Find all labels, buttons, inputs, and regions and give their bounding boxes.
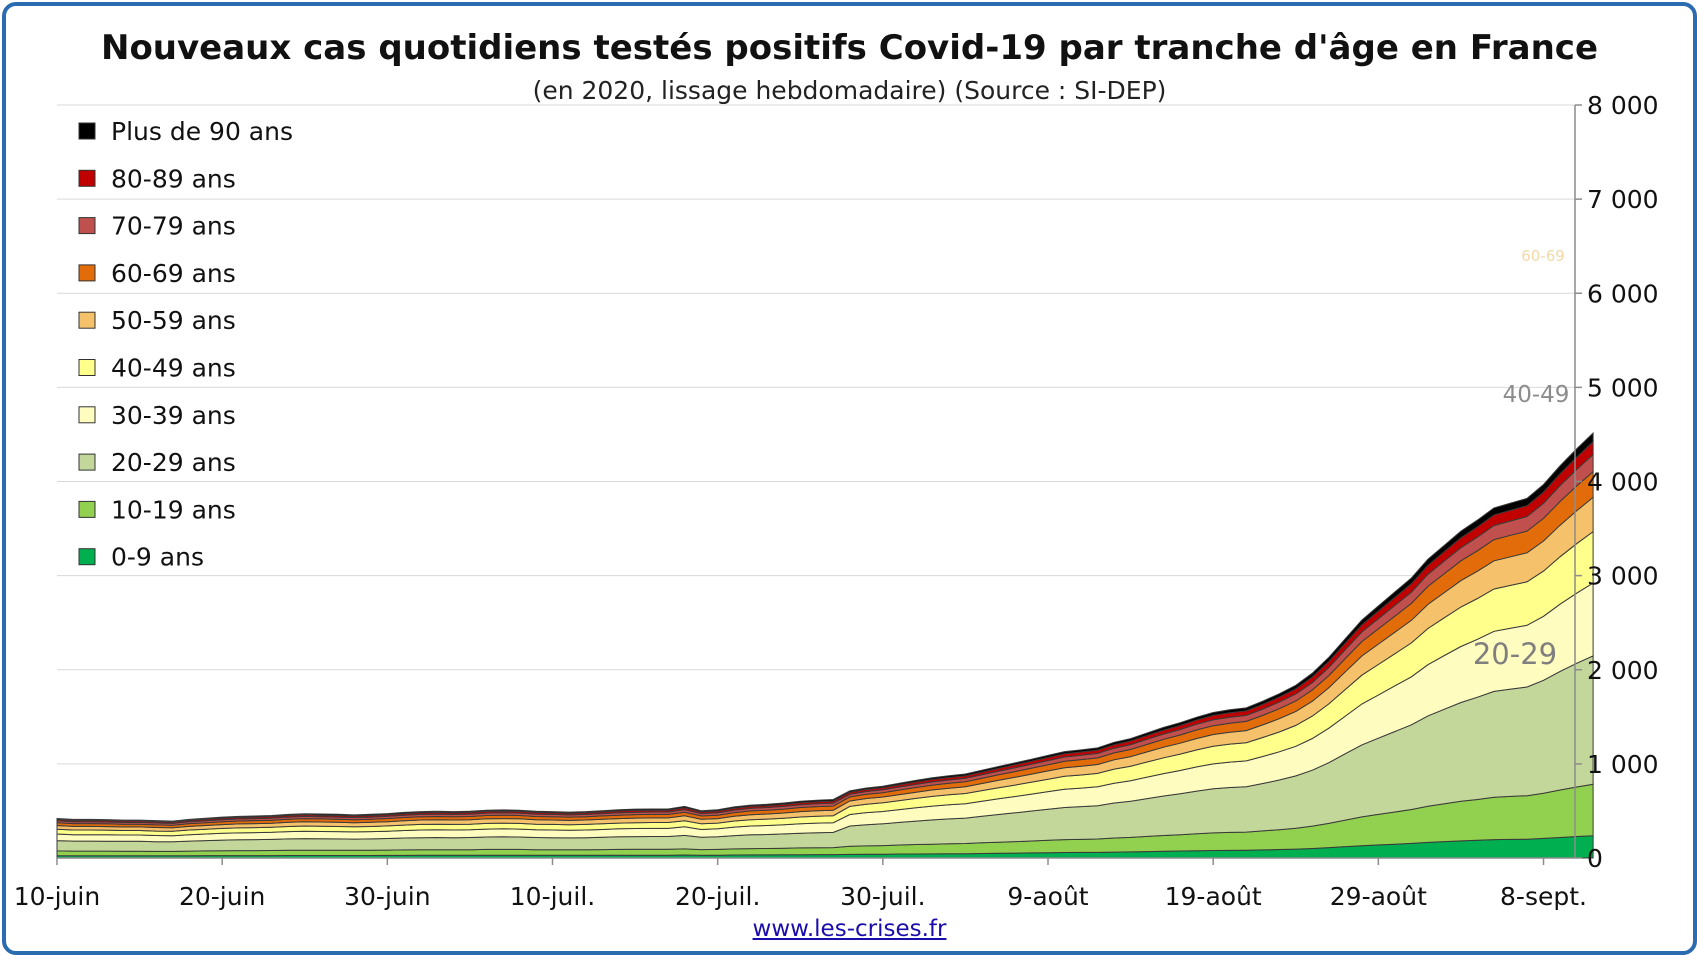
y-tick-label: 1 000 <box>1587 750 1659 779</box>
legend-label: 40-49 ans <box>111 354 236 383</box>
legend-label: 0-9 ans <box>111 543 204 572</box>
legend-label: 20-29 ans <box>111 448 236 477</box>
legend-swatch <box>78 311 96 329</box>
legend-swatch <box>78 264 96 282</box>
legend-label: 60-69 ans <box>111 259 236 288</box>
source-link[interactable]: www.les-crises.fr <box>752 916 947 942</box>
x-tick-label: 29-août <box>1330 882 1427 911</box>
x-tick-label: 20-juin <box>179 882 265 911</box>
y-tick-label: 2 000 <box>1587 656 1659 685</box>
legend: Plus de 90 ans 80-89 ans 70-79 ans 60-69 an… <box>78 117 293 572</box>
legend-swatch <box>78 169 96 187</box>
chart-subtitle: (en 2020, lissage hebdomadaire) (Source … <box>532 76 1167 105</box>
legend-swatch <box>78 548 96 566</box>
x-tick-label: 30-juil. <box>840 882 925 911</box>
chart-title: Nouveaux cas quotidiens testés positifs … <box>100 28 1598 68</box>
axes: 0 1 000 2 000 3 000 4 000 5 000 6 000 7 000 8 00… <box>14 91 1659 911</box>
y-tick-label: 4 000 <box>1587 468 1659 497</box>
x-tick-label: 9-août <box>1007 882 1088 911</box>
legend-swatch <box>78 406 96 424</box>
x-tick-label: 20-juil. <box>675 882 760 911</box>
y-tick-label: 6 000 <box>1587 279 1659 308</box>
y-tick-label: 8 000 <box>1587 91 1659 120</box>
legend-swatch <box>78 122 96 140</box>
legend-label: 10-19 ans <box>111 495 236 524</box>
area-Plus-de-90-ans <box>56 431 1594 823</box>
y-tick-label: 7 000 <box>1587 185 1659 214</box>
legend-swatch <box>78 453 96 471</box>
legend-label: Plus de 90 ans <box>111 117 293 146</box>
legend-label: 30-39 ans <box>111 401 236 430</box>
x-tick-label: 30-juin <box>344 882 430 911</box>
in-chart-label: 60-69 <box>1521 247 1565 265</box>
y-tick-label: 0 <box>1587 844 1603 873</box>
legend-label: 70-79 ans <box>111 212 236 241</box>
area-series <box>56 431 1594 859</box>
x-tick-label: 8-sept. <box>1500 882 1587 911</box>
x-tick-label: 19-août <box>1165 882 1262 911</box>
in-chart-label: 40-49 <box>1503 382 1570 408</box>
x-tick-label: 10-juil. <box>510 882 595 911</box>
legend-label: 80-89 ans <box>111 164 236 193</box>
in-chart-label: 20-29 <box>1473 637 1557 671</box>
y-tick-label: 5 000 <box>1587 373 1659 402</box>
x-tick-label: 10-juin <box>14 882 100 911</box>
legend-label: 50-59 ans <box>111 306 236 335</box>
legend-swatch <box>78 359 96 376</box>
legend-swatch <box>78 500 96 518</box>
y-tick-label: 3 000 <box>1587 562 1659 591</box>
legend-swatch <box>78 217 96 235</box>
in-chart-labels: 20-29 40-49 60-69 <box>1473 247 1570 671</box>
